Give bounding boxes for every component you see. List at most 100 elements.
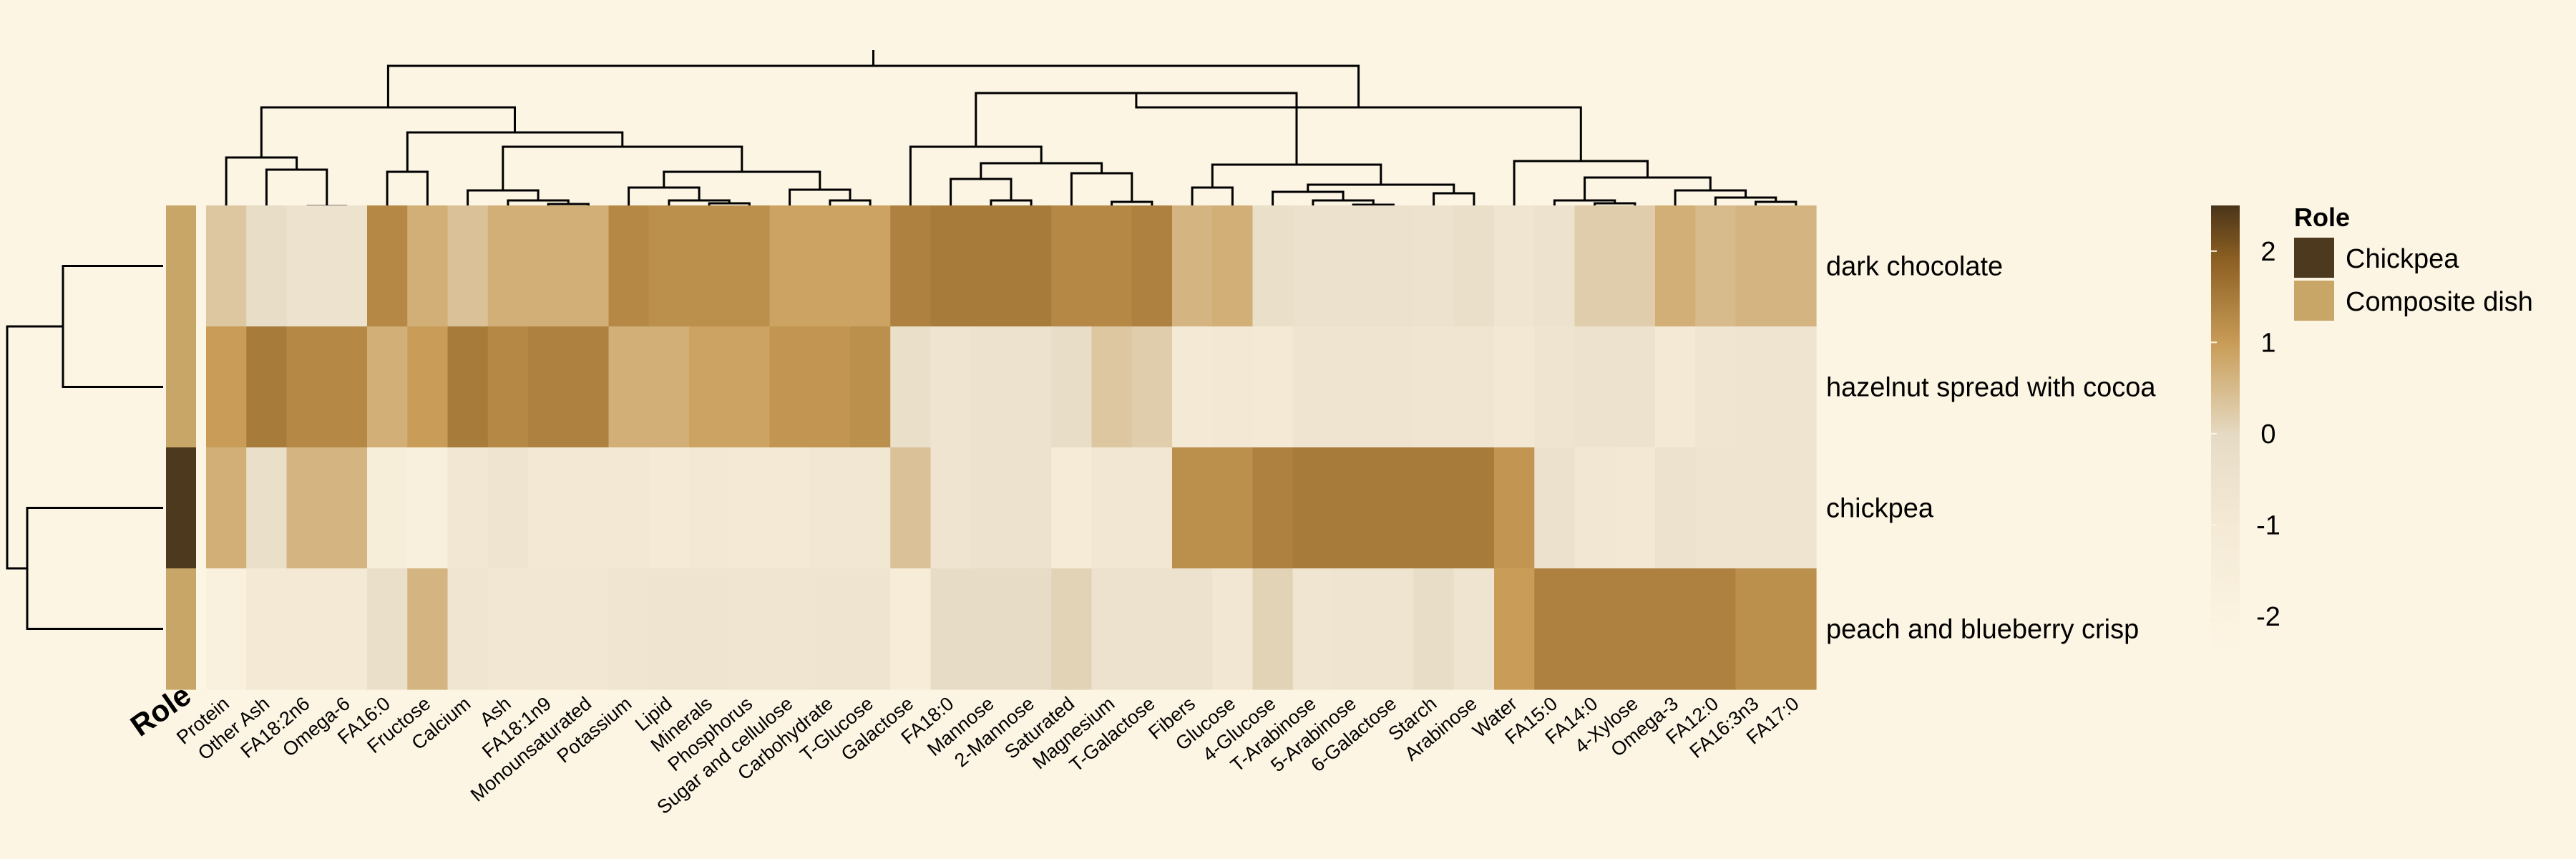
heatmap-cell <box>1494 326 1535 448</box>
heatmap-cell <box>1453 568 1495 690</box>
heatmap-cell <box>1131 326 1173 448</box>
heatmap-cell <box>850 447 891 569</box>
heatmap-cell <box>1494 447 1535 569</box>
dendrogram-link <box>829 199 872 205</box>
colorbar-tick-label: 2 <box>2260 237 2275 267</box>
row-label: hazelnut spread with cocoa <box>1826 373 2156 403</box>
heatmap-cell <box>689 326 730 448</box>
heatmap-cell <box>206 326 247 448</box>
row-labels: dark chocolate hazelnut spread with cocoa… <box>1826 252 2156 645</box>
dendrogram-link <box>708 202 751 205</box>
heatmap-cell <box>1091 568 1133 690</box>
heatmap-cell <box>809 205 851 327</box>
dendrogram-link <box>62 265 163 388</box>
heatmap-cell <box>850 205 891 327</box>
colorbar-tick-label: -1 <box>2256 510 2280 540</box>
heatmap-cell <box>689 205 730 327</box>
role-legend: Role Chickpea Composite dish <box>2294 203 2533 321</box>
dendrogram-link <box>6 325 63 570</box>
heatmap-cell <box>930 568 972 690</box>
heatmap-cell <box>1574 326 1616 448</box>
heatmap-cell <box>447 568 489 690</box>
heatmap-cell <box>528 205 569 327</box>
heatmap-cell <box>487 205 529 327</box>
dendrogram-link <box>265 168 328 206</box>
heatmap-cell <box>1333 205 1374 327</box>
heatmap-cell <box>1655 326 1696 448</box>
heatmap-cell <box>1413 568 1455 690</box>
dendrogram-link <box>1191 186 1234 205</box>
colorbar-tick-label: -2 <box>2256 602 2280 632</box>
heatmap-cell <box>1333 447 1374 569</box>
heatmap-cell <box>1051 447 1093 569</box>
dendrogram-link <box>1513 160 1649 205</box>
heatmap-cell <box>1091 447 1133 569</box>
heatmap-cell <box>206 568 247 690</box>
legend-label: Composite dish <box>2346 287 2533 317</box>
dendrogram-link <box>1584 176 1712 200</box>
heatmap-cell <box>1735 447 1777 569</box>
heatmap-cell <box>367 326 408 448</box>
heatmap-cell <box>1091 326 1133 448</box>
heatmap-cell <box>447 447 489 569</box>
heatmap-cell <box>1695 205 1737 327</box>
dendrogram-link <box>789 188 852 205</box>
heatmap-cell <box>1695 447 1737 569</box>
heatmap-cell <box>206 205 247 327</box>
heatmap-cell <box>367 568 408 690</box>
heatmap-cell <box>809 326 851 448</box>
heatmap-cell <box>407 568 449 690</box>
role-annotation-bar <box>166 205 196 690</box>
heatmap-cell <box>528 447 569 569</box>
heatmap-cell <box>1735 326 1777 448</box>
heatmap-cell <box>1212 568 1254 690</box>
heatmap-cell <box>769 205 811 327</box>
heatmap-cell <box>407 205 449 327</box>
heatmap-cell <box>648 326 690 448</box>
heatmap-cell <box>1292 326 1334 448</box>
heatmap-cell <box>1453 447 1495 569</box>
heatmap-cell <box>648 447 690 569</box>
heatmap-cell <box>1373 568 1415 690</box>
heatmap-cell <box>809 447 851 569</box>
dendrogram-link <box>547 203 590 205</box>
heatmap-cell <box>608 447 650 569</box>
row-label: peach and blueberry crisp <box>1826 615 2139 645</box>
column-dendrogram <box>225 50 1797 208</box>
heatmap-cell <box>1413 326 1455 448</box>
heatmap-cell <box>1333 326 1374 448</box>
dendrogram-link <box>628 186 701 205</box>
heatmap-cell <box>890 447 932 569</box>
heatmap-cell <box>729 447 771 569</box>
heatmap-cell <box>1172 447 1213 569</box>
heatmap-cell <box>1212 205 1254 327</box>
heatmap-cell <box>608 205 650 327</box>
heatmap-cell <box>487 326 529 448</box>
heatmap-cell <box>1655 447 1696 569</box>
heatmap-cell <box>1131 205 1173 327</box>
heatmap-cell <box>246 205 288 327</box>
heatmap-cell <box>1172 326 1213 448</box>
heatmap-cell <box>1614 568 1656 690</box>
heatmap-cell <box>1252 568 1294 690</box>
heatmap-cell <box>850 326 891 448</box>
heatmap-cell <box>1534 326 1576 448</box>
heatmap-cell <box>1051 205 1093 327</box>
heatmap-cell <box>1775 447 1817 569</box>
heatmap-cell <box>970 447 1012 569</box>
heatmap-cell <box>1051 568 1093 690</box>
heatmap-cell <box>1212 447 1254 569</box>
heatmap-cell <box>1333 568 1374 690</box>
heatmap-cell <box>1534 447 1576 569</box>
heatmap-cell <box>648 205 690 327</box>
heatmap-cell <box>407 326 449 448</box>
heatmap-cell <box>729 568 771 690</box>
heatmap-cell <box>367 205 408 327</box>
heatmap-cell <box>326 205 368 327</box>
legend-title: Role <box>2294 203 2350 232</box>
heatmap-cell <box>1494 568 1535 690</box>
dendrogram-link <box>467 189 540 205</box>
dendrogram-link <box>1272 190 1345 205</box>
